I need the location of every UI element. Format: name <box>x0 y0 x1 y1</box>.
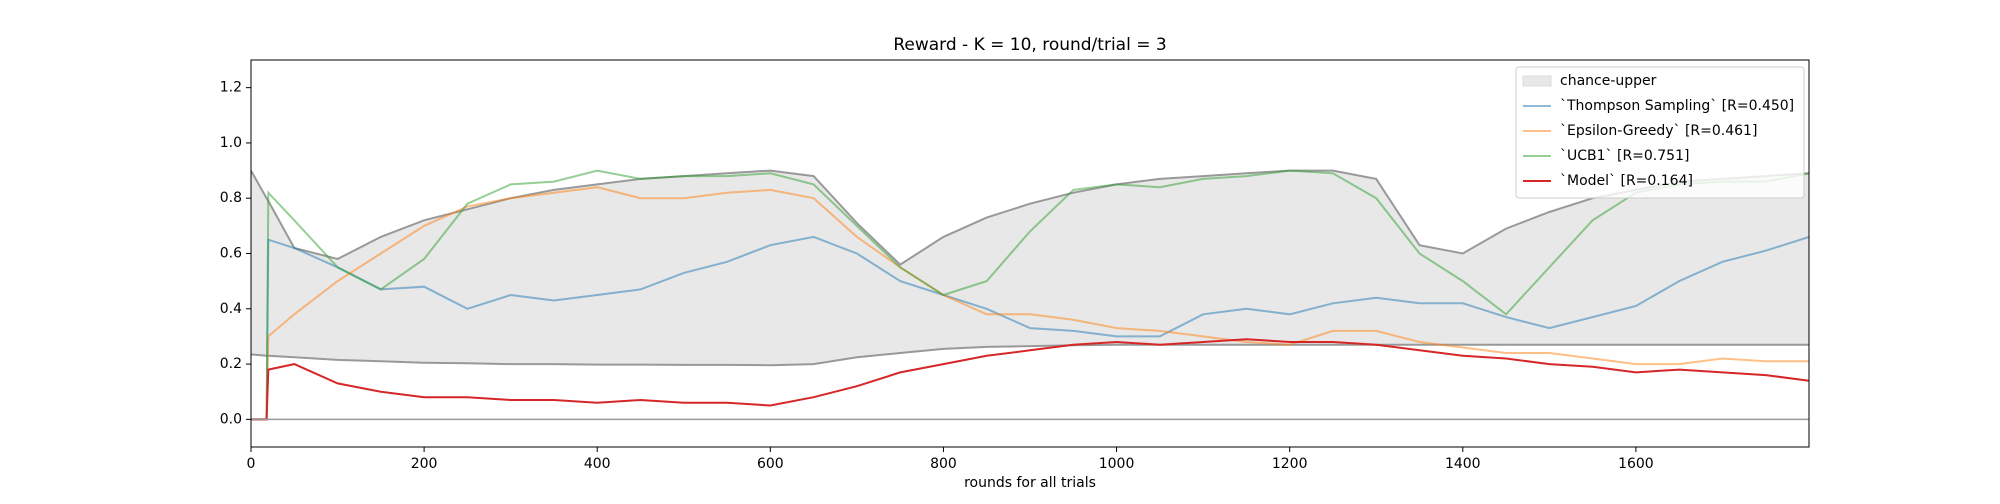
y-tick-label: 0.2 <box>220 356 242 372</box>
legend-label: `UCB1` [R=0.751] <box>1560 148 1689 164</box>
chart-title: Reward - K = 10, round/trial = 3 <box>893 35 1166 55</box>
series-line <box>251 338 1809 421</box>
legend-label: `Thompson Sampling` [R=0.450] <box>1560 98 1794 114</box>
x-tick-label: 1200 <box>1272 456 1308 472</box>
x-axis-label: rounds for all trials <box>964 475 1096 491</box>
x-tick-label: 1000 <box>1099 456 1135 472</box>
legend-label: chance-upper <box>1560 73 1657 89</box>
area-lower-line <box>251 343 1809 367</box>
y-tick-label: 0.0 <box>220 411 242 427</box>
y-tick-label: 0.4 <box>220 301 242 317</box>
legend-label: `Epsilon-Greedy` [R=0.461] <box>1560 123 1757 139</box>
area-upper-line <box>251 169 1809 266</box>
x-tick-label: 0 <box>247 456 256 472</box>
y-tick-label: 1.2 <box>220 80 242 96</box>
area-band <box>251 170 1809 366</box>
series-line <box>251 186 1809 421</box>
x-tick-label: 600 <box>757 456 784 472</box>
legend-label: `Model` [R=0.164] <box>1560 173 1693 189</box>
x-tick-label: 800 <box>930 456 957 472</box>
x-tick-label: 400 <box>584 456 611 472</box>
series-line <box>251 235 1809 421</box>
x-tick-label: 1600 <box>1618 456 1654 472</box>
series-line <box>251 169 1809 421</box>
y-tick-label: 1.0 <box>220 135 242 151</box>
legend-patch <box>1522 75 1552 87</box>
x-tick-label: 1400 <box>1445 456 1481 472</box>
x-tick-label: 200 <box>411 456 438 472</box>
y-tick-label: 0.6 <box>220 246 242 262</box>
y-tick-label: 0.8 <box>220 190 242 206</box>
legend-box <box>1515 66 1805 199</box>
